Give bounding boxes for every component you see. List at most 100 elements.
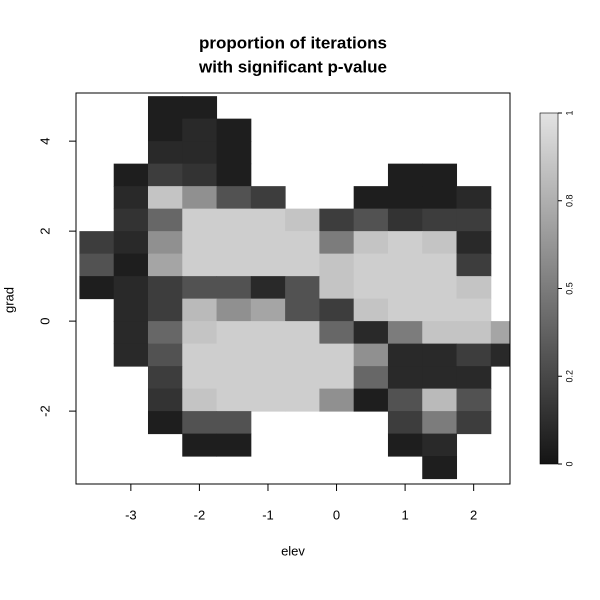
heat-cell [456, 388, 492, 412]
heat-cell [387, 231, 423, 255]
heat-cell [182, 186, 218, 210]
heat-cell [387, 433, 423, 457]
heat-cell [387, 366, 423, 390]
heat-cell [319, 253, 355, 277]
heat-cell [182, 231, 218, 255]
heat-cell [387, 276, 423, 300]
heat-cell [456, 276, 492, 300]
heat-cell [216, 321, 252, 345]
heat-cell [285, 366, 320, 390]
heat-cell [422, 321, 458, 345]
heat-cell [250, 298, 286, 322]
heat-cell [216, 118, 252, 142]
heat-cell [182, 433, 218, 457]
heat-cell [387, 411, 423, 435]
heat-cell [182, 388, 218, 412]
heat-cell [250, 253, 286, 277]
heat-cell [113, 298, 149, 322]
heat-cell [353, 298, 389, 322]
y-axis-label: grad [1, 287, 16, 313]
heat-cell [79, 231, 115, 255]
heat-cell [456, 208, 492, 232]
heat-cell [319, 388, 355, 412]
heat-cell [182, 276, 218, 300]
heat-cell [387, 298, 423, 322]
heat-cell [456, 343, 492, 367]
heat-cell [422, 208, 458, 232]
heat-cell [353, 208, 389, 232]
colorbar-tick-label: 0.5 [564, 282, 574, 295]
heat-cell [456, 366, 492, 390]
heat-cell [216, 366, 252, 390]
heat-cell [147, 163, 183, 187]
heat-cell [387, 186, 423, 210]
heat-cell [285, 231, 320, 255]
heat-cell [182, 96, 218, 120]
heat-cell [422, 366, 458, 390]
heat-cell [353, 253, 389, 277]
heat-cell [147, 231, 183, 255]
heat-cell [387, 163, 423, 187]
heat-cell [285, 208, 320, 232]
heat-cell [216, 141, 252, 165]
x-axis-label: elev [281, 543, 305, 558]
heat-cell [353, 366, 389, 390]
x-tick-label: -1 [262, 507, 274, 522]
heat-cell [353, 321, 389, 345]
colorbar-tick-label: 0.2 [564, 370, 574, 383]
heat-cell [422, 276, 458, 300]
heat-cell [182, 298, 218, 322]
x-tick-label: -3 [125, 507, 137, 522]
heat-cell [387, 388, 423, 412]
chart-title: proportion of iterations [199, 33, 387, 52]
heat-cell [147, 388, 183, 412]
heat-cell [216, 388, 252, 412]
heat-cell [113, 186, 149, 210]
heat-cell [285, 388, 320, 412]
x-tick-label: 2 [470, 507, 477, 522]
heat-cell [456, 231, 492, 255]
heat-cell [182, 321, 218, 345]
x-tick-label: 0 [333, 507, 340, 522]
heat-cell [216, 411, 252, 435]
heat-cell [113, 253, 149, 277]
heat-cell [319, 343, 355, 367]
heat-cell [182, 141, 218, 165]
heat-cell [182, 343, 218, 367]
heat-cell [456, 186, 492, 210]
heat-cell [216, 163, 252, 187]
heat-cell [250, 186, 286, 210]
y-tick-label: 4 [37, 138, 52, 145]
heat-cell [182, 118, 218, 142]
heat-cell [422, 411, 458, 435]
heat-cell [182, 163, 218, 187]
heat-cell [79, 276, 115, 300]
heat-cell [456, 253, 492, 277]
heat-cell [422, 388, 458, 412]
colorbar-tick-label: 0 [564, 461, 574, 466]
heat-cell [250, 231, 286, 255]
colorbar [539, 112, 559, 465]
heat-cell [422, 456, 458, 480]
y-tick-label: -2 [37, 405, 52, 417]
heat-cell [387, 208, 423, 232]
heat-cell [113, 343, 149, 367]
heat-cell [285, 343, 320, 367]
heat-cell [319, 366, 355, 390]
heat-cell [250, 276, 286, 300]
heat-cell [422, 253, 458, 277]
heat-cell [147, 343, 183, 367]
heat-cell [285, 298, 320, 322]
colorbar-tick-label: 0.8 [564, 194, 574, 207]
heat-cell [147, 298, 183, 322]
heat-cell [387, 321, 423, 345]
heat-cell [182, 253, 218, 277]
heat-cell [216, 343, 252, 367]
heat-cell [319, 276, 355, 300]
heat-cell [147, 276, 183, 300]
heat-cell [216, 186, 252, 210]
heat-cell [422, 298, 458, 322]
heat-cell [182, 208, 218, 232]
x-tick-label: 1 [401, 507, 408, 522]
